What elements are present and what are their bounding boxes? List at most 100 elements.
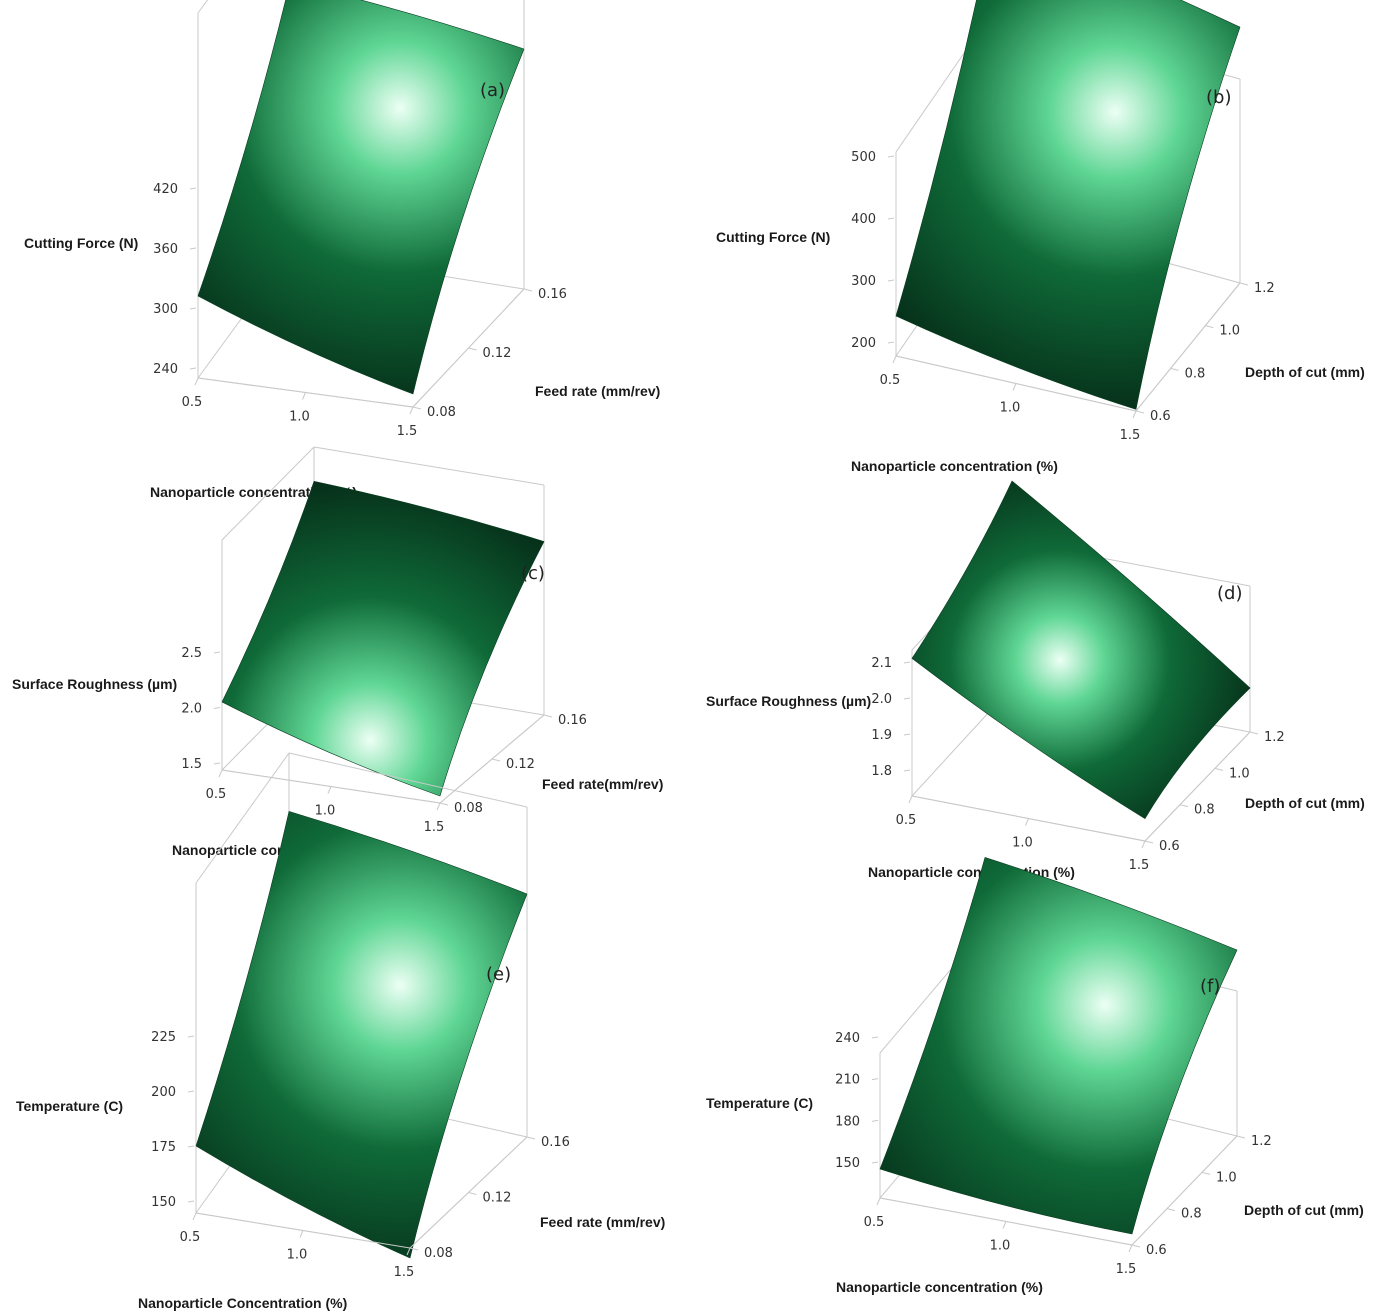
y-tick-label: 1.0 (1219, 324, 1240, 339)
box-edge (1144, 731, 1251, 842)
y-tick-mark (468, 347, 477, 351)
surface-plot-f: 150 180 210 240 0.5 1.0 1.5 0.6 0.8 1.0 1.2 Tempera… (706, 857, 1364, 1295)
surface-plot-a: 240 300 360 420 0.5 1.0 1.5 0.08 0.12 0.16 Cutting… (24, 0, 660, 500)
z-tick-mark (903, 661, 911, 664)
y-tick-label: 0.08 (454, 801, 483, 816)
x-tick-label: 1.0 (287, 1248, 308, 1263)
z-tick-mark (189, 307, 197, 310)
response-surface (197, 0, 525, 395)
x-axis-title: Nanoparticle concentration (%) (150, 484, 357, 500)
x-tick-label: 1.0 (315, 804, 336, 819)
y-tick-mark (1205, 325, 1214, 329)
y-tick-mark (412, 406, 422, 410)
y-tick-mark (1144, 840, 1154, 844)
y-tick-label: 0.6 (1146, 1243, 1167, 1258)
y-tick-mark (491, 758, 501, 762)
x-tick-label: 1.0 (990, 1239, 1011, 1254)
panel-label: (e) (486, 964, 511, 985)
z-tick-mark (189, 367, 197, 370)
surface-plot-e: 150 175 200 225 0.5 1.0 1.5 0.08 0.12 0.16 Tempera… (16, 752, 665, 1311)
y-axis-title: Depth of cut (mm) (1244, 1202, 1364, 1218)
x-tick-label: 1.5 (397, 424, 418, 439)
y-tick-mark (1236, 1135, 1246, 1139)
surface-plot-c: 1.5 2.0 2.5 0.5 1.0 1.5 0.08 0.12 0.16 Surface Ro… (12, 446, 663, 858)
y-tick-label: 0.12 (483, 1191, 512, 1206)
x-tick-label: 0.5 (864, 1215, 885, 1230)
z-tick-label: 300 (851, 274, 876, 289)
x-axis-title: Nanoparticle concentration (%) (836, 1279, 1043, 1295)
box-edge (313, 446, 545, 486)
z-tick-label: 2.1 (871, 656, 892, 671)
x-tick-mark (192, 1212, 197, 1221)
response-surface (879, 857, 1238, 1235)
x-tick-mark (194, 377, 199, 386)
panel-label: (d) (1217, 583, 1242, 604)
x-tick-mark (1012, 383, 1017, 391)
z-tick-mark (187, 1090, 195, 1093)
z-tick-mark (887, 155, 895, 158)
z-axis-title: Temperature (C) (16, 1098, 123, 1114)
y-tick-label: 0.6 (1150, 409, 1171, 424)
z-tick-mark (189, 247, 197, 250)
x-tick-mark (436, 802, 441, 811)
z-tick-mark (187, 1200, 195, 1203)
panel-label: (a) (480, 80, 505, 101)
z-tick-mark (213, 707, 221, 709)
y-tick-label: 0.8 (1194, 803, 1215, 818)
z-tick-mark (187, 1145, 195, 1148)
response-surface (895, 0, 1241, 410)
y-tick-label: 0.16 (538, 287, 567, 302)
z-tick-mark (187, 1035, 195, 1038)
z-tick-label: 180 (835, 1114, 860, 1129)
box-edge (1131, 1135, 1238, 1246)
y-tick-label: 0.16 (541, 1135, 570, 1150)
x-tick-mark (218, 769, 223, 778)
panel-label: (c) (521, 563, 545, 584)
z-tick-label: 150 (835, 1156, 860, 1171)
z-tick-label: 210 (835, 1073, 860, 1088)
z-axis-title: Temperature (C) (706, 1095, 813, 1111)
box-edge (221, 446, 315, 541)
x-tick-label: 1.5 (424, 820, 445, 835)
y-tick-mark (1214, 767, 1224, 771)
z-tick-label: 1.8 (871, 764, 892, 779)
z-tick-mark (213, 651, 221, 654)
z-axis-title: Surface Roughness (µm) (706, 693, 871, 709)
y-tick-mark (526, 1136, 536, 1140)
z-tick-label: 420 (153, 182, 178, 197)
z-axis-title: Surface Roughness (µm) (12, 676, 177, 692)
y-tick-label: 0.6 (1159, 839, 1180, 854)
x-tick-mark (1128, 1244, 1133, 1253)
y-tick-label: 0.12 (506, 757, 535, 772)
z-tick-mark (871, 1036, 879, 1039)
y-tick-mark (523, 288, 533, 292)
z-axis-title: Cutting Force (N) (716, 229, 830, 245)
panel-label: (b) (1206, 87, 1231, 108)
z-tick-label: 200 (151, 1085, 176, 1100)
x-axis-title: Nanoparticle Concentration (%) (138, 1295, 347, 1311)
y-tick-label: 0.08 (424, 1246, 453, 1261)
x-tick-mark (1002, 1221, 1007, 1229)
y-tick-label: 0.16 (558, 713, 587, 728)
z-tick-label: 200 (851, 336, 876, 351)
z-tick-label: 2.0 (871, 692, 892, 707)
x-tick-label: 1.0 (1012, 836, 1033, 851)
x-tick-label: 0.5 (182, 395, 203, 410)
y-axis-title: Feed rate (mm/rev) (535, 383, 660, 399)
x-tick-mark (406, 1247, 411, 1256)
x-tick-label: 1.5 (1120, 428, 1141, 443)
z-tick-label: 2.5 (181, 646, 202, 661)
response-surface (911, 480, 1251, 820)
z-tick-mark (903, 769, 911, 772)
x-tick-label: 0.5 (206, 787, 227, 802)
x-tick-mark (1132, 410, 1137, 419)
z-tick-label: 150 (151, 1195, 176, 1210)
y-axis-title: Depth of cut (mm) (1245, 364, 1365, 380)
x-tick-label: 1.0 (1000, 401, 1021, 416)
z-tick-label: 1.5 (181, 757, 202, 772)
x-tick-label: 0.5 (880, 373, 901, 388)
y-tick-label: 1.2 (1264, 730, 1285, 745)
z-tick-label: 240 (153, 362, 178, 377)
y-tick-mark (1249, 731, 1259, 735)
